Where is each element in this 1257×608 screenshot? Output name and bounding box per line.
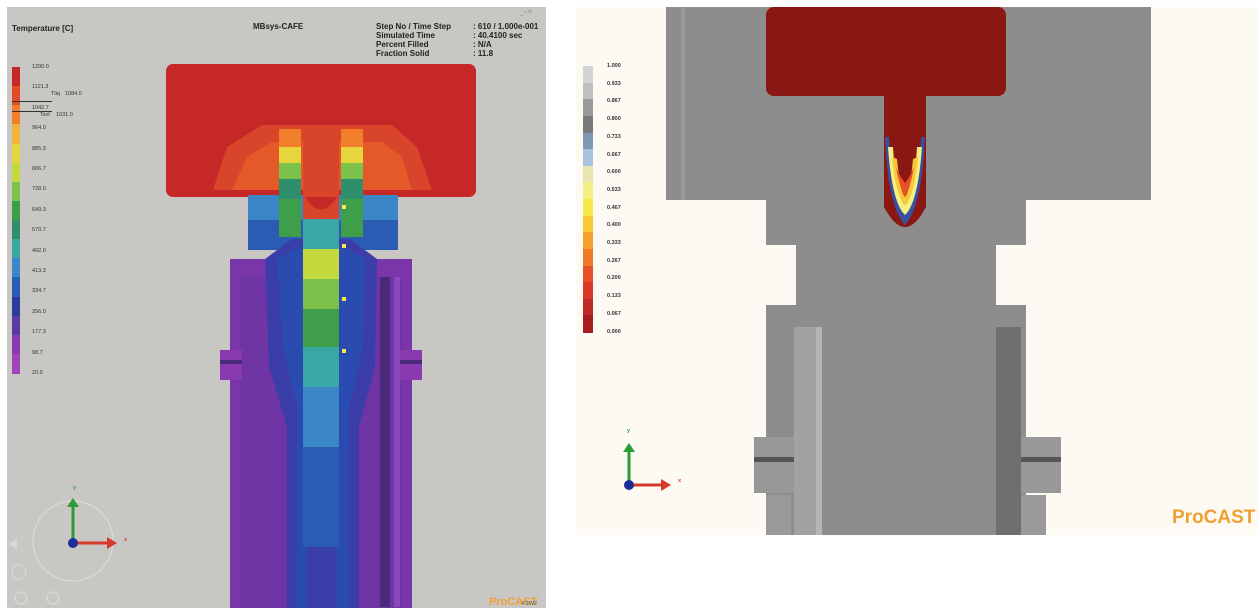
info-value-filled: : N/A (473, 40, 492, 49)
fraction-tick-label: 0.933 (607, 80, 621, 87)
temperature-tick-label: 728.0 (32, 186, 46, 193)
temperature-swatch (12, 353, 20, 374)
fraction-swatch (583, 182, 593, 200)
fraction-tick-label: 0.267 (607, 257, 621, 264)
solidus-value: 1031.0 (56, 112, 73, 118)
temperature-swatch (12, 239, 20, 259)
temperature-swatch (12, 220, 20, 240)
fraction-tick-label: 0.200 (607, 275, 621, 282)
temperature-tick-label: 1200.0 (32, 64, 49, 70)
fraction-tick-label: 0.400 (607, 222, 621, 229)
fraction-tick-label: 0.733 (607, 133, 621, 140)
fraction-tick-label: 0.867 (607, 98, 621, 105)
temperature-swatch (12, 277, 20, 297)
info-label-time: Simulated Time (376, 31, 435, 40)
info-label-filled: Percent Filled (376, 40, 429, 49)
temperature-tick-label: 964.0 (32, 125, 46, 132)
fraction-tick-label: 0.800 (607, 116, 621, 123)
right-x-axis-label: x (678, 478, 682, 484)
temperature-swatch (12, 105, 20, 125)
temperature-swatch (12, 124, 20, 144)
temperature-colorbar (12, 67, 20, 374)
fraction-tick-label: 0.533 (607, 186, 621, 193)
temperature-tick-label: 1121.3 (32, 84, 49, 91)
temperature-tick-label: 492.0 (32, 247, 46, 254)
fraction-tick-label: 0.000 (607, 328, 621, 335)
casting-temperature-model (166, 64, 476, 608)
fraction-swatch (583, 248, 593, 266)
x-axis-label: x (124, 537, 128, 543)
info-value-solid: : 11.8 (473, 49, 494, 58)
zoom-in-icon[interactable] (12, 565, 26, 579)
fraction-swatch (583, 66, 593, 84)
fraction-viewport[interactable]: 1.000 0.933 0.867 0.800 0.733 0.667 0.600 0.533… (576, 7, 1257, 535)
temperature-tick-label: 98.7 (32, 349, 43, 356)
temperature-swatch (12, 143, 20, 164)
right-y-axis-label: y (627, 428, 631, 434)
app-title: MBsys-CAFE (253, 22, 304, 31)
fraction-swatch (583, 298, 593, 316)
temperature-swatch (12, 296, 20, 317)
temperature-swatch (12, 334, 20, 355)
fraction-tick-label: 0.467 (607, 204, 621, 211)
temperature-swatch (12, 181, 20, 202)
temperature-tick-label: 570.7 (32, 227, 46, 234)
temperature-tick-label: 649.3 (32, 206, 46, 213)
fraction-swatch (583, 99, 593, 117)
fraction-tick-label: 0.600 (607, 169, 621, 176)
info-label-step: Step No / Time Step (376, 22, 451, 31)
procast-logo-right: ProCAST (1172, 507, 1256, 528)
window-tag: P1W2 (522, 601, 537, 607)
fraction-swatch (583, 115, 593, 133)
temperature-swatch (12, 200, 20, 221)
legend-title: Temperature [C] (12, 24, 74, 33)
fraction-swatch (583, 165, 593, 183)
y-axis-label: y (73, 485, 77, 491)
temperature-tick-label: 334.7 (32, 288, 46, 295)
temperature-viewport[interactable]: Temperature [C] MBsys-CAFE Step No / Tim… (7, 7, 546, 608)
fraction-swatch (583, 232, 593, 250)
liquidus-label: Tliq (51, 91, 60, 97)
fraction-tick-label: 0.667 (607, 151, 621, 158)
fraction-tick-label: 0.133 (607, 293, 621, 300)
solidus-label: Tsol (40, 112, 50, 118)
temperature-tick-label: 806.7 (32, 166, 46, 172)
fraction-tick-label: 0.067 (607, 310, 621, 317)
fraction-swatch (583, 215, 593, 233)
zoom-out-icon[interactable] (47, 592, 59, 604)
temperature-tick-label: 20.0 (32, 370, 43, 376)
temperature-tick-label: 1042.7 (32, 104, 49, 111)
rotate-left-icon[interactable] (7, 537, 18, 551)
rotate-icon[interactable] (15, 592, 27, 604)
fraction-swatch (583, 199, 593, 217)
temperature-swatch (12, 162, 20, 183)
fraction-swatch (583, 149, 593, 167)
info-value-time: : 40.4100 sec (473, 31, 523, 40)
info-value-step: : 610 / 1.000e-001 (473, 22, 539, 31)
info-label-solid: Fraction Solid (376, 49, 430, 58)
fraction-swatch (583, 265, 593, 283)
temperature-swatch (12, 258, 20, 278)
liquidus-value: 1084.0 (65, 91, 82, 97)
window-controls[interactable]: _▫✕ (519, 7, 533, 16)
casting-fraction-model (623, 7, 1151, 535)
fraction-swatch (583, 132, 593, 150)
temperature-swatch (12, 86, 20, 106)
fraction-swatch (583, 282, 593, 300)
fraction-swatch (583, 82, 593, 100)
fraction-tick-label: 1.000 (607, 63, 621, 69)
procast-logo: ProCAST (489, 596, 538, 608)
temperature-tick-label: 256.0 (32, 308, 46, 315)
fraction-colorbar (583, 66, 593, 333)
temperature-swatch (12, 67, 20, 87)
temperature-swatch (12, 315, 20, 336)
solidus-line (12, 111, 52, 112)
liquidus-line (12, 101, 52, 102)
temperature-tick-label: 413.3 (32, 268, 46, 274)
fraction-swatch (583, 315, 593, 333)
temperature-tick-label: 177.3 (32, 329, 46, 336)
temperature-tick-label: 885.3 (32, 145, 46, 152)
fraction-tick-label: 0.333 (607, 240, 621, 246)
